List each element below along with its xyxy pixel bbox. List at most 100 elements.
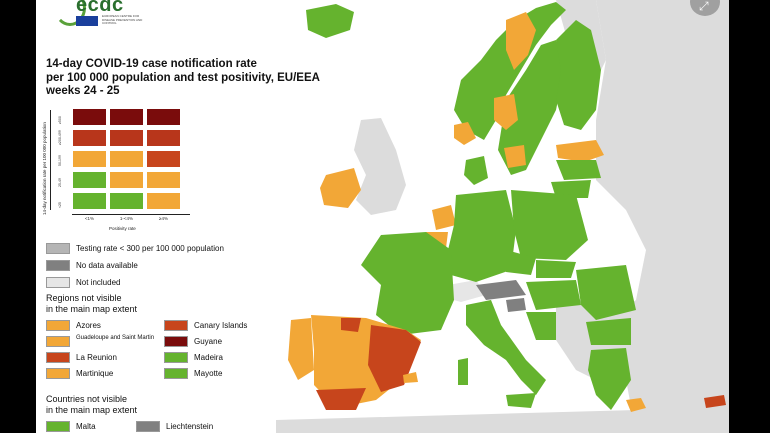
matrix-cell [72,150,107,168]
region-label: Guyane [194,337,223,346]
region-swatch [164,352,188,363]
matrix-x-label: 1-<4% [119,216,134,221]
region-swatch [46,368,70,379]
spain-south-red [316,388,366,410]
france [361,232,454,335]
matrix-cell [146,129,181,147]
regions-title-line2: in the main map extent [46,304,138,314]
greece [588,348,631,410]
matrix-cell [109,192,144,210]
not-included-swatch [46,277,70,288]
map-title: 14-day COVID-19 case notification rate p… [46,58,326,99]
matrix-cell [146,108,181,126]
logo-text: ecdc [76,0,124,16]
europe-map[interactable] [36,0,729,433]
matrix-y-label: ≥500 [58,116,62,124]
sardinia [458,358,468,385]
region-label: Mayotte [194,369,223,378]
map-canvas[interactable] [36,0,729,433]
croatia [526,312,556,340]
countries-section-title: Countries not visible in the main map ex… [46,394,137,416]
greece-islands-orange [626,398,646,412]
region-swatch [46,336,70,347]
country-label: Malta [76,422,96,431]
matrix-x-label: <1% [84,216,95,221]
sweden [498,40,564,175]
sweden-region-orange [494,94,518,130]
latvia [556,160,601,180]
lithuania [551,180,591,198]
germany [448,190,516,282]
countries-title-line1: Countries not visible [46,394,128,404]
non-eu-land-uk [354,118,406,215]
matrix-cell [109,150,144,168]
y-axis-arrow [50,110,51,210]
matrix-cell [72,171,107,189]
testing-rate-label: Testing rate < 300 per 100 000 populatio… [76,244,224,253]
norway [454,2,566,140]
ireland [320,168,361,208]
not-included-label: Not included [76,278,121,287]
cyprus [704,395,726,408]
country-label: Liechtenstein [166,422,214,431]
x-axis-arrow [72,214,190,215]
matrix-cell [109,108,144,126]
regions-section-title: Regions not visible in the main map exte… [46,293,137,315]
norway-south-orange [454,122,476,145]
region-label: Azores [76,321,101,330]
poland [511,190,588,260]
estonia [556,140,604,162]
matrix-cell [109,129,144,147]
map-title-line2: per 100 000 population and test positivi… [46,71,320,84]
non-eu-land-switzerland [446,280,486,302]
ecdc-logo: ecdc EUROPEAN CENTRE FOR DISEASE PREVENT… [48,0,148,28]
balearic-islands [403,372,418,383]
region-label: Canary Islands [194,321,248,330]
matrix-cell [146,150,181,168]
matrix-cell [72,192,107,210]
portugal [288,318,314,380]
matrix-cell [72,129,107,147]
region-swatch [164,368,188,379]
region-label: Guadeloupe and Saint Martin [76,335,155,341]
corner-overlay-button[interactable]: ⤢ [690,0,720,16]
eu-flag-icon [76,16,98,26]
expand-icon: ⤢ [699,0,709,13]
region-label: Madeira [194,353,223,362]
denmark [464,156,488,185]
matrix-cell [109,171,144,189]
region-swatch [46,320,70,331]
matrix-y-axis-title: 14-day notification rate per 100 000 pop… [42,122,47,215]
austria [476,280,526,300]
country-swatch [136,421,160,432]
bulgaria [586,318,631,345]
region-swatch [164,336,188,347]
spain-north-red [341,318,361,332]
matrix-y-label: 50-199 [58,155,62,166]
map-title-line1: 14-day COVID-19 case notification rate [46,58,257,70]
netherlands [432,205,456,230]
matrix-cell [146,171,181,189]
iceland [306,4,354,38]
region-label: La Reunion [76,353,117,362]
no-data-label: No data available [76,261,138,270]
region-label: Martinique [76,369,114,378]
matrix-y-label: <25 [58,202,62,208]
regions-title-line1: Regions not visible [46,293,122,303]
hungary [526,280,581,310]
region-swatch [46,352,70,363]
slovenia [506,298,526,312]
sweden-south-orange [504,145,526,168]
slovakia [536,260,576,278]
non-eu-land-africa [276,410,729,433]
finland [556,20,601,130]
matrix-x-label: ≥4% [159,216,168,221]
matrix-cell [72,108,107,126]
matrix-y-label: 25-49 [58,178,62,187]
norway-region-orange [506,12,536,70]
region-swatch [164,320,188,331]
czechia [506,250,536,275]
romania [576,265,636,320]
map-title-line3: weeks 24 - 25 [46,85,120,97]
